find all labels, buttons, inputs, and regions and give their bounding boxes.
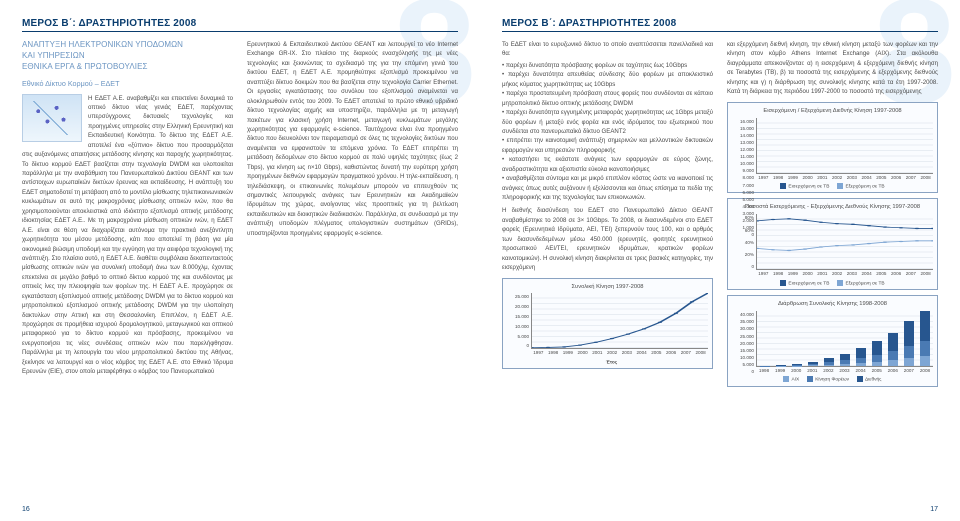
page-number: 16 [22, 506, 30, 513]
bullet-item: παρέχει δυνατότητα εγγυημένης μεταφοράς … [502, 108, 713, 136]
chart-breakdown: Διάρθρωση Συνολικής Κίνησης 1998-2008 40… [727, 295, 938, 387]
y-axis: 25.00020.00015.00010.0005.0000 [507, 293, 531, 349]
left-col-1: ΑΝΑΠΤΥΞΗ ΗΛΕΚΤΡΟΝΙΚΩΝ ΥΠΟΔΟΜΩΝ ΚΑΙ ΥΠΗΡΕ… [22, 40, 233, 377]
network-map-image [22, 94, 82, 142]
legend-item: Εξερχόμενη σε TB [837, 280, 884, 288]
rule [502, 31, 938, 32]
legend-item: Διεθνής [857, 376, 881, 384]
section-heading-right: ΜΕΡΟΣ B΄: ΔΡΑΣΤΗΡΙΟΤΗΤΕΣ 2008 [502, 18, 938, 29]
right-col-1: Το ΕΔΕΤ είναι το ευρυζωνικό δίκτυο το οπ… [502, 40, 713, 387]
section-heading-left: ΜΕΡΟΣ B΄: ΔΡΑΣΤΗΡΙΟΤΗΤΕΣ 2008 [22, 18, 458, 29]
chart-title: Ποσοστά Εισερχόμενης - Εξερχόμενης Διεθν… [732, 203, 933, 212]
body-text: και εξερχόμενη διεθνή κίνηση, την εθνική… [727, 40, 938, 97]
x-axis: 1997199819992000200120022003200420052006… [756, 174, 933, 181]
plot-area [756, 214, 933, 270]
subheading: Εθνικό Δίκτυο Κορμού – ΕΔΕΤ [22, 78, 233, 89]
chart-title: Εισερχόμενη / Εξερχόμενη Διεθνής Κίνηση … [732, 107, 933, 116]
chart-intl-traffic: Εισερχόμενη / Εξερχόμενη Διεθνής Κίνηση … [727, 102, 938, 194]
bullet-item: καταστήσει τις εκάστοτε ανάγκες των εφαρ… [502, 155, 713, 174]
bullet-item: επιτρέπει την καινοτομική ανάπτυξη σημερ… [502, 136, 713, 155]
left-page: 8 ΜΕΡΟΣ B΄: ΔΡΑΣΤΗΡΙΟΤΗΤΕΣ 2008 ΑΝΑΠΤΥΞΗ… [0, 0, 480, 521]
bullet-item: παρέχει προστατευμένη πρόσβαση στους φορ… [502, 89, 713, 108]
legend: AIX Κίνηση Φορέων Διεθνής [732, 376, 933, 384]
body-text: Ερευνητικού & Εκπαιδευτικού Δικτύου GEAN… [247, 40, 458, 238]
page-spread: 8 ΜΕΡΟΣ B΄: ΔΡΑΣΤΗΡΙΟΤΗΤΕΣ 2008 ΑΝΑΠΤΥΞΗ… [0, 0, 960, 521]
legend-item: Εξερχόμενη σε TB [837, 183, 884, 191]
right-col-2: και εξερχόμενη διεθνή κίνηση, την εθνική… [727, 40, 938, 387]
legend: Εισερχόμενη σε TB Εξερχόμενη σε TB [732, 183, 933, 191]
y-axis: 80%60%40%20%0 [732, 214, 756, 270]
legend-item: Εισερχόμενη σε TB [780, 183, 829, 191]
legend: Εισερχόμενη σε TB Εξερχόμενη σε TB [732, 280, 933, 288]
legend-item: Εισερχόμενη σε TB [780, 280, 829, 288]
body-text: Η διεθνής διασύνδεση του ΕΔΕΤ στο Πανευρ… [502, 206, 713, 272]
chart-total-traffic: Συνολική Κίνηση 1997-2008 25.00020.00015… [502, 278, 713, 370]
right-page: 8 ΜΕΡΟΣ B΄: ΔΡΑΣΤΗΡΙΟΤΗΤΕΣ 2008 Το ΕΔΕΤ … [480, 0, 960, 521]
title-line: ΑΝΑΠΤΥΞΗ ΗΛΕΚΤΡΟΝΙΚΩΝ ΥΠΟΔΟΜΩΝ [22, 40, 233, 51]
chart-title: Διάρθρωση Συνολικής Κίνησης 1998-2008 [732, 300, 933, 309]
plot-area [756, 311, 933, 367]
chart-title: Συνολική Κίνηση 1997-2008 [507, 283, 708, 292]
rule [22, 31, 458, 32]
bullet-item: παρέχει δυνατότητα απευθείας σύνδεσης δύ… [502, 70, 713, 89]
legend-item: AIX [783, 376, 799, 384]
x-axis: 1997199819992000200120022003200420052006… [531, 349, 708, 356]
body-text: Το ΕΔΕΤ είναι το ευρυζωνικό δίκτυο το οπ… [502, 40, 713, 59]
y-axis: 40.00035.00030.00025.00020.00015.00010.0… [732, 311, 756, 367]
page-title-block: ΑΝΑΠΤΥΞΗ ΗΛΕΚΤΡΟΝΙΚΩΝ ΥΠΟΔΟΜΩΝ ΚΑΙ ΥΠΗΡΕ… [22, 40, 233, 72]
bullet-item: αναβαθμίζεται σύντομα και με μικρό επιπλ… [502, 174, 713, 202]
plot-area [756, 118, 933, 174]
y-axis: 16.00015.00014.00013.00012.00011.00010.0… [732, 118, 756, 174]
x-axis: 1997199819992000200120022003200420052006… [756, 270, 933, 277]
x-axis: 1998199920002001200220032004200520062007… [756, 367, 933, 374]
left-col-2: Ερευνητικού & Εκπαιδευτικού Δικτύου GEAN… [247, 40, 458, 377]
page-number: 17 [930, 506, 938, 513]
title-line: ΚΑΙ ΥΠΗΡΕΣΙΩΝ [22, 51, 233, 62]
bullet-item: παρέχει δυνατότητα πρόσβασης φορέων σε τ… [502, 61, 713, 70]
title-line: ΕΘΝΙΚΑ ΕΡΓΑ & ΠΡΩΤΟΒΟΥΛΙΕΣ [22, 62, 233, 73]
bullet-list: παρέχει δυνατότητα πρόσβασης φορέων σε τ… [502, 61, 713, 203]
plot-area [531, 293, 708, 349]
x-label: Έτος [598, 359, 618, 367]
legend-item: Κίνηση Φορέων [807, 376, 849, 384]
chart-intl-percent: Ποσοστά Εισερχόμενης - Εξερχόμενης Διεθν… [727, 198, 938, 290]
